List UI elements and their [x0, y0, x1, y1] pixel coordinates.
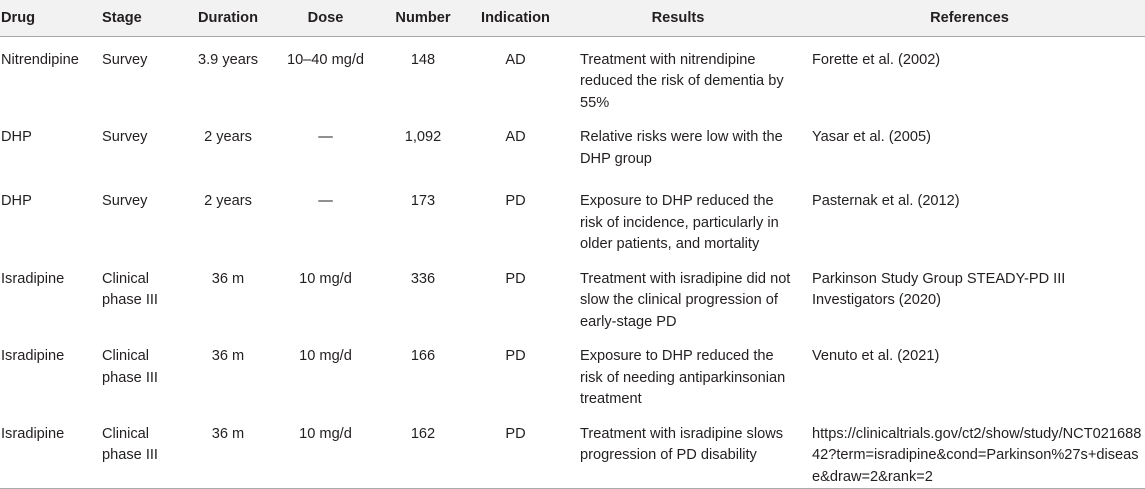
header-indication: Indication	[469, 0, 562, 37]
cell-drug: DHP	[1, 193, 32, 209]
cell-references: Parkinson Study Group STEADY-PD III Inve…	[812, 270, 1066, 309]
cell-indication: PD	[505, 348, 526, 364]
cell-number: 1,092	[404, 129, 442, 145]
cell-indication: PD	[505, 270, 526, 287]
header-results: Results	[562, 0, 794, 37]
cell-references: Pasternak et al. (2012)	[812, 193, 960, 209]
cell-indication: AD	[505, 129, 526, 145]
cell-duration: 36 m	[211, 270, 245, 287]
cell-results: Exposure to DHP reduced the risk of inci…	[580, 193, 779, 252]
cell-drug: Isradipine	[1, 270, 65, 287]
table-row: DHP Survey 2 years — 1,092 AD Relative r…	[0, 114, 1145, 178]
header-dose: Dose	[274, 0, 377, 37]
cell-drug: Isradipine	[1, 348, 65, 364]
cell-stage: Survey	[102, 129, 148, 145]
cell-number: 166	[410, 348, 436, 364]
cell-results: Treatment with isradipine did not slow t…	[580, 270, 791, 330]
cell-duration: 2 years	[204, 193, 252, 209]
cell-number: 336	[410, 270, 436, 287]
cell-dose: 10–40 mg/d	[286, 51, 365, 68]
header-stage: Stage	[101, 0, 182, 37]
header-drug: Drug	[0, 0, 101, 37]
header-number: Number	[377, 0, 469, 37]
cell-drug: Nitrendipine	[1, 51, 79, 68]
table-row: Isradipine Clinical phase III 36 m 10 mg…	[0, 410, 1145, 489]
cell-results: Treatment with isradipine slows progress…	[562, 410, 794, 489]
header-row: Drug Stage Duration Dose Number Indicati…	[0, 0, 1145, 37]
cell-number: 173	[410, 193, 436, 209]
cell-results: Relative risks were low with the DHP gro…	[580, 129, 783, 167]
cell-duration: 3.9 years	[197, 51, 259, 68]
cell-dose: —	[318, 129, 333, 145]
table-header: Drug Stage Duration Dose Number Indicati…	[0, 0, 1145, 37]
cell-stage: Clinical phase III	[102, 270, 158, 309]
cell-drug: DHP	[1, 129, 32, 145]
cell-dose: 10 mg/d	[299, 270, 352, 287]
cell-dose: —	[318, 193, 333, 209]
cell-stage: Clinical phase III	[102, 348, 158, 386]
cell-results: Exposure to DHP reduced the risk of need…	[580, 348, 786, 407]
table-row: Isradipine Clinical phase III 36 m 10 mg…	[0, 256, 1145, 334]
header-references: References	[794, 0, 1145, 37]
header-duration: Duration	[182, 0, 274, 37]
cell-drug: Isradipine	[0, 410, 101, 489]
cell-duration: 36 m	[211, 348, 245, 364]
cell-number: 148	[410, 51, 436, 68]
cell-duration: 36 m	[182, 410, 274, 489]
cell-dose: 10 mg/d	[299, 348, 352, 364]
cell-indication: AD	[505, 51, 526, 68]
table-row: Nitrendipine Survey 3.9 years 10–40 mg/d…	[0, 36, 1145, 114]
cell-stage: Survey	[102, 193, 148, 209]
cell-results: Treatment with nitrendipine reduced the …	[580, 51, 784, 111]
cell-dose: 10 mg/d	[274, 410, 377, 489]
cell-indication: PD	[469, 410, 562, 489]
cell-duration: 2 years	[204, 129, 252, 145]
cell-references: Venuto et al. (2021)	[812, 348, 940, 364]
cell-stage: Survey	[102, 51, 148, 68]
table-row: DHP Survey 2 years — 173 PD Exposure to …	[0, 178, 1145, 256]
cell-number: 162	[377, 410, 469, 489]
cell-references: Yasar et al. (2005)	[812, 129, 931, 145]
cell-indication: PD	[505, 193, 526, 209]
cell-references-link[interactable]: https://clinicaltrials.gov/ct2/show/stud…	[794, 410, 1145, 489]
table-row: Isradipine Clinical phase III 36 m 10 mg…	[0, 333, 1145, 411]
cell-stage: Clinical phase III	[101, 410, 182, 489]
table-body: Nitrendipine Survey 3.9 years 10–40 mg/d…	[0, 36, 1145, 489]
cell-references: Forette et al. (2002)	[812, 51, 941, 68]
